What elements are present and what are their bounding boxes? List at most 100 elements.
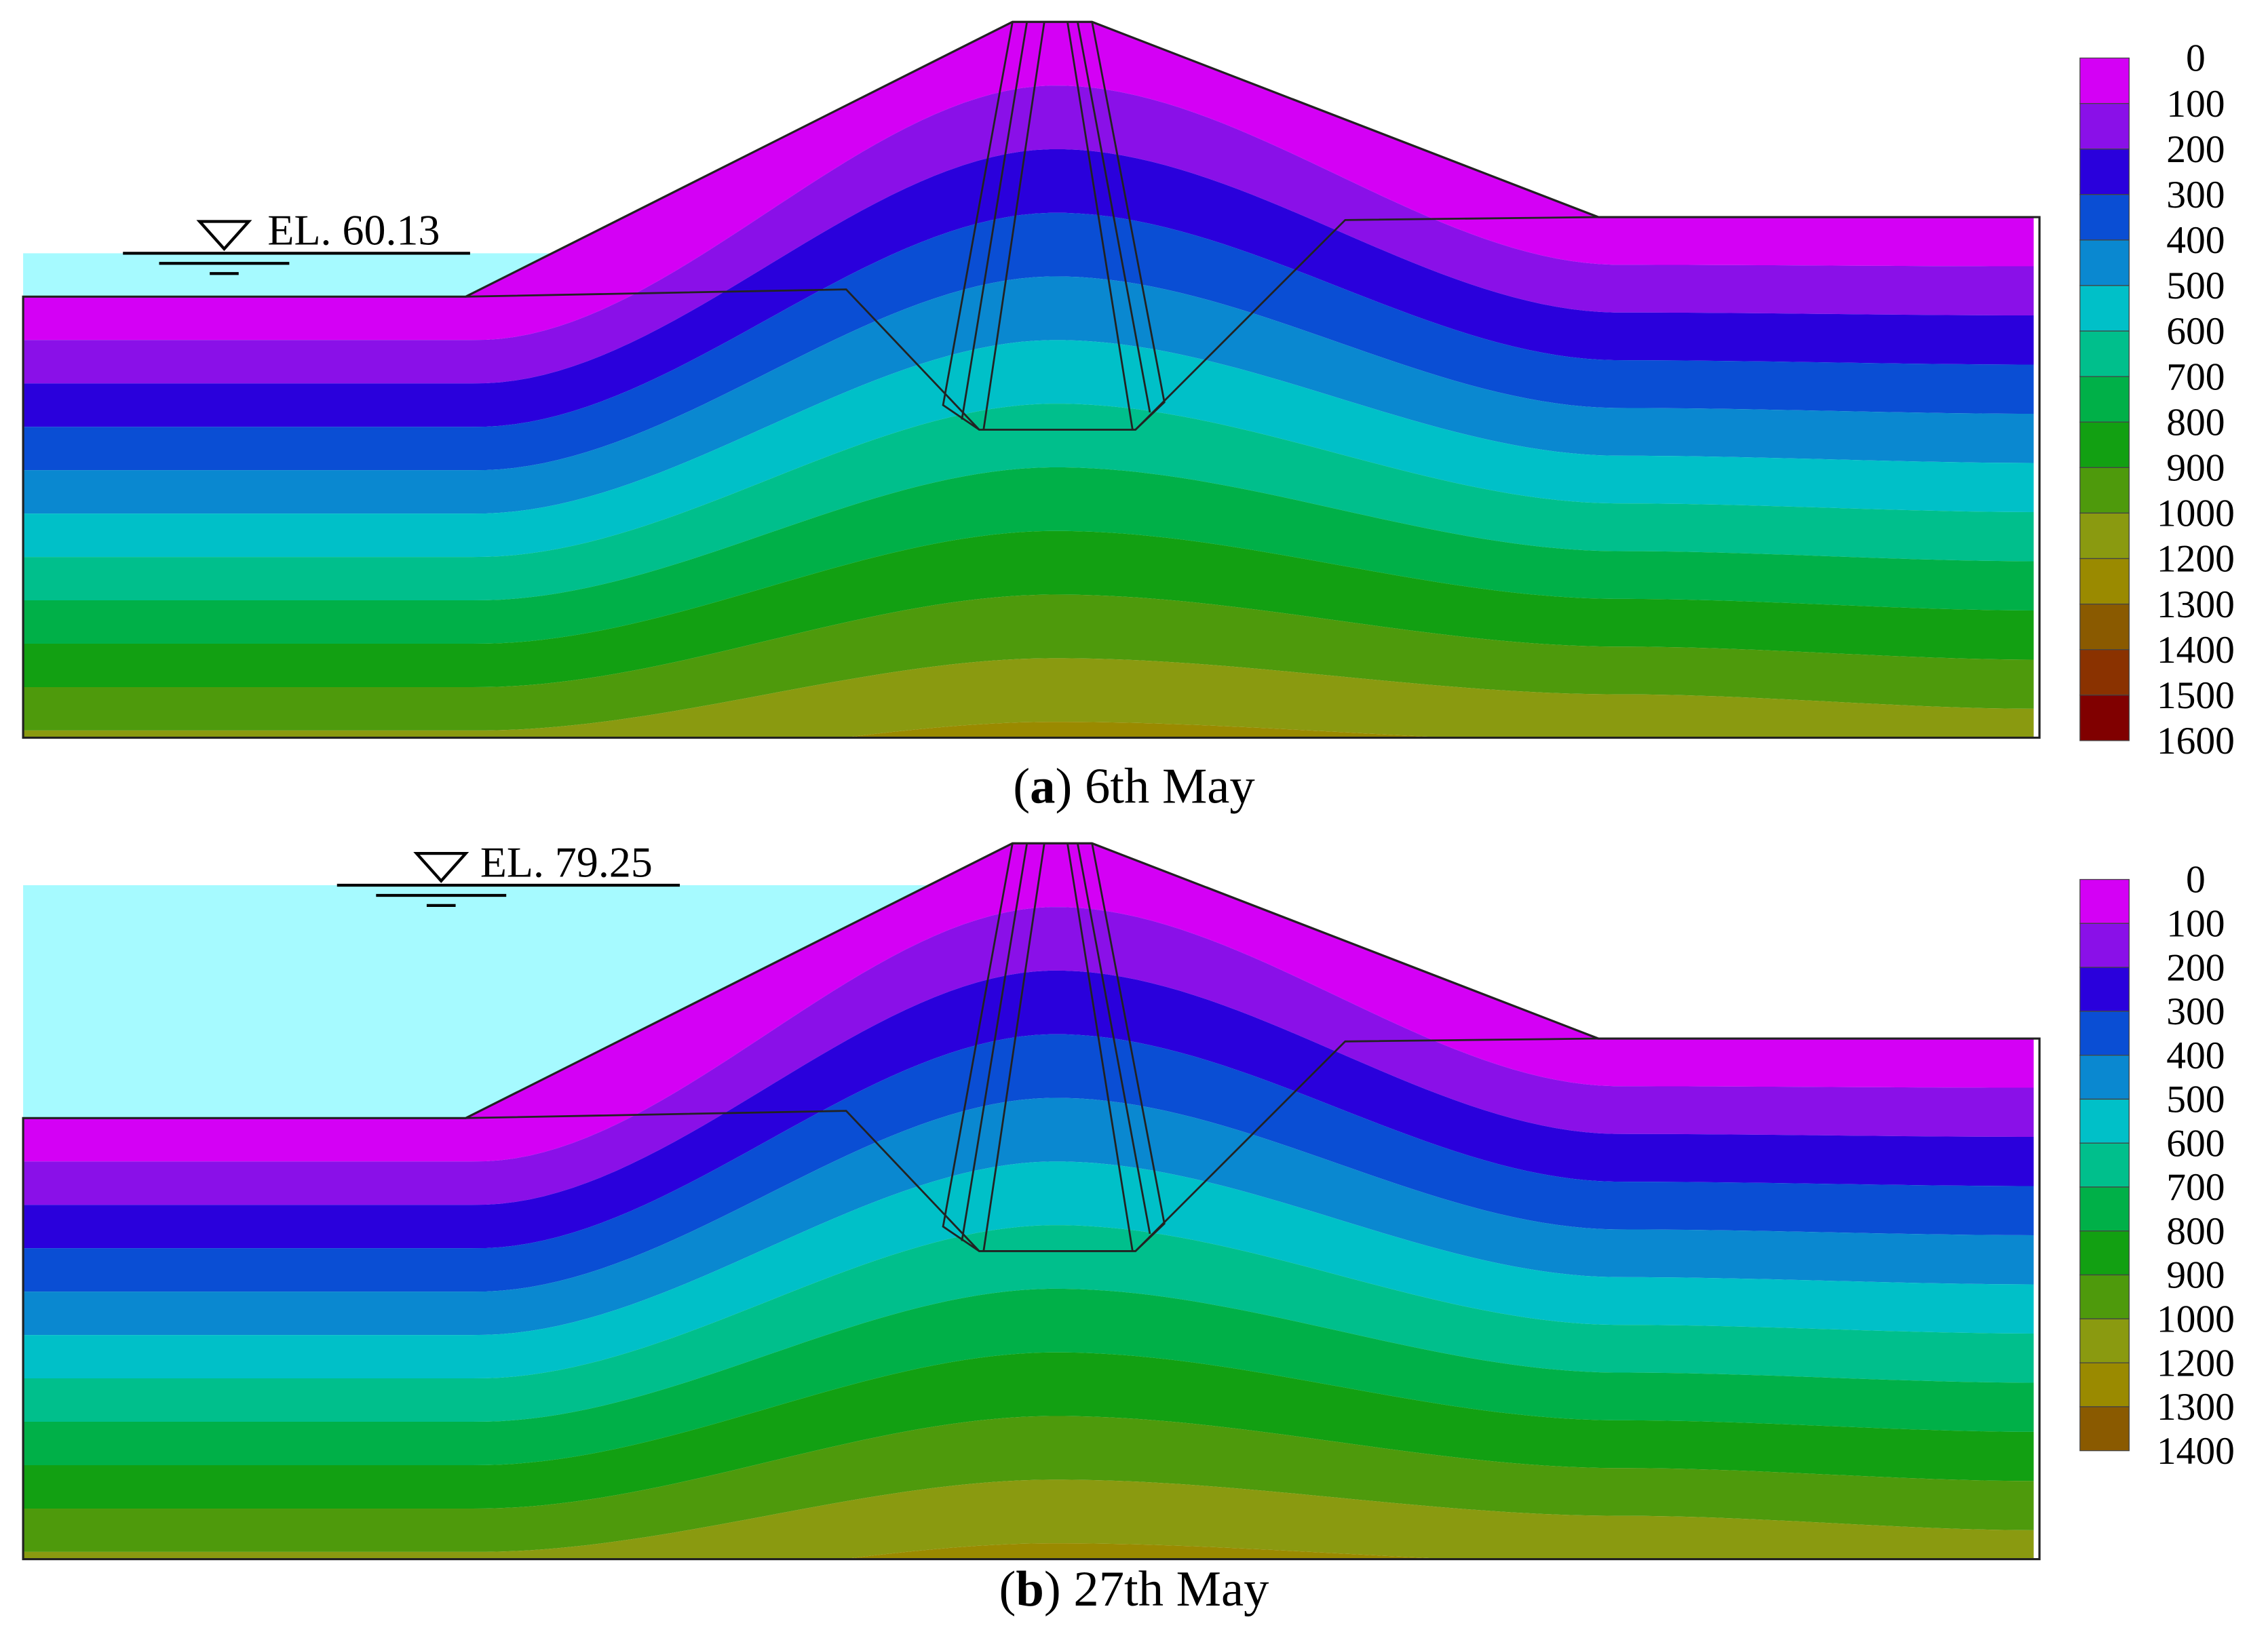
legend-swatch xyxy=(2079,376,2130,423)
core-line xyxy=(1091,842,1166,1252)
core-trench xyxy=(465,216,1598,431)
legend-label: 1400 xyxy=(2157,629,2235,672)
legend-label: 1200 xyxy=(2157,1342,2235,1384)
legend-swatch xyxy=(2079,558,2130,605)
legend-label: 200 xyxy=(2166,128,2225,171)
core-line xyxy=(942,842,1014,1252)
legend-swatch xyxy=(2079,330,2130,377)
water xyxy=(23,885,929,1119)
legend-label: 600 xyxy=(2166,1122,2225,1165)
contour-band xyxy=(23,149,2034,427)
legend-label: 100 xyxy=(2166,83,2225,125)
contour-band xyxy=(23,658,2034,738)
legend-swatch xyxy=(2079,1406,2130,1452)
caption-part: b xyxy=(1016,1561,1044,1617)
legend-swatch xyxy=(2079,967,2130,1012)
contour-band xyxy=(23,85,2034,384)
legend-label: 1300 xyxy=(2157,583,2235,626)
legend-label: 800 xyxy=(2166,1210,2225,1253)
legend-swatch xyxy=(2079,1098,2130,1144)
legend-swatch xyxy=(2079,1054,2130,1100)
core-line xyxy=(961,842,1029,1241)
legend-label: 900 xyxy=(2166,447,2225,490)
core-line xyxy=(1076,842,1151,1235)
contour-band xyxy=(23,1479,2034,1559)
core-line xyxy=(942,21,1014,431)
water xyxy=(23,253,553,297)
legend-swatch xyxy=(2079,467,2130,514)
contour-band xyxy=(23,1288,2034,1465)
legend-label: 1600 xyxy=(2157,720,2235,762)
legend-label: 700 xyxy=(2166,355,2225,398)
legend-label: 500 xyxy=(2166,1079,2225,1121)
legend-label: 900 xyxy=(2166,1254,2225,1297)
legend-swatch xyxy=(2079,1230,2130,1276)
legend-label: 200 xyxy=(2166,946,2225,989)
contour-band xyxy=(23,1352,2034,1509)
legend-swatch xyxy=(2079,512,2130,560)
contour-band xyxy=(23,276,2034,514)
caption-part: a xyxy=(1030,759,1055,815)
caption: (b) 27th May xyxy=(999,1561,1270,1617)
legend-swatch xyxy=(2079,421,2130,468)
core-line xyxy=(1091,21,1166,431)
legend-label: 500 xyxy=(2166,265,2225,307)
water-symbol xyxy=(196,220,252,252)
core-line xyxy=(1066,842,1134,1252)
legend-swatch xyxy=(2079,239,2130,286)
legend-label: 1400 xyxy=(2157,1430,2235,1473)
caption: (a) 6th May xyxy=(1013,759,1255,815)
contour-band xyxy=(23,404,2034,601)
legend-label: 300 xyxy=(2166,990,2225,1033)
legend-swatch xyxy=(2079,57,2130,104)
legend-swatch xyxy=(2079,1142,2130,1188)
legend-swatch xyxy=(2079,1186,2130,1232)
contour-band xyxy=(23,1225,2034,1422)
contour-band xyxy=(23,1161,2034,1379)
contour-band xyxy=(23,970,2034,1249)
legend-label: 800 xyxy=(2166,401,2225,444)
legend-label: 700 xyxy=(2166,1166,2225,1209)
legend-label: 300 xyxy=(2166,174,2225,216)
legend-label: 400 xyxy=(2166,1034,2225,1077)
legend-swatch xyxy=(2079,102,2130,150)
contour-band xyxy=(23,212,2034,471)
legend-swatch xyxy=(2079,603,2130,651)
core-line xyxy=(1066,22,1134,430)
legend-label: 1200 xyxy=(2157,538,2235,581)
contour-band xyxy=(23,340,2034,558)
contour-band xyxy=(23,530,2034,687)
panel: EL. 79.25 0100200300400500600700800900100… xyxy=(22,838,2235,1561)
legend-swatch xyxy=(2079,194,2130,241)
legend-swatch xyxy=(2079,1362,2130,1408)
core-line xyxy=(982,22,1045,430)
legend-label: 400 xyxy=(2166,219,2225,262)
core-line xyxy=(1076,21,1151,413)
legend-swatch xyxy=(2079,1274,2130,1319)
core-trench xyxy=(465,1037,1598,1252)
legend-label: 1000 xyxy=(2157,492,2235,535)
legend-swatch xyxy=(2079,695,2130,741)
water-level-label: EL. 60.13 xyxy=(267,206,440,254)
caption-part: ) 27th May xyxy=(1044,1561,1269,1617)
legend-swatch xyxy=(2079,149,2130,195)
contour-band xyxy=(23,467,2034,644)
caption-part: ( xyxy=(999,1561,1016,1617)
legend-label: 1300 xyxy=(2157,1386,2235,1429)
water-symbol xyxy=(413,852,469,883)
legend-label: 100 xyxy=(2166,902,2225,945)
legend-label: 1000 xyxy=(2157,1298,2235,1341)
contour-band xyxy=(23,1098,2034,1336)
legend-swatch xyxy=(2079,649,2130,696)
legend-swatch xyxy=(2079,878,2130,924)
water-level-label: EL. 79.25 xyxy=(480,838,653,886)
contour-band xyxy=(23,594,2034,731)
legend-swatch xyxy=(2079,1011,2130,1056)
contour-band xyxy=(23,1034,2034,1292)
legend-label: 600 xyxy=(2166,310,2225,353)
legend-label: 0 xyxy=(2186,859,2206,901)
caption-part: ) 6th May xyxy=(1055,759,1255,815)
contour-band xyxy=(23,1416,2034,1552)
legend-label: 1500 xyxy=(2157,674,2235,717)
